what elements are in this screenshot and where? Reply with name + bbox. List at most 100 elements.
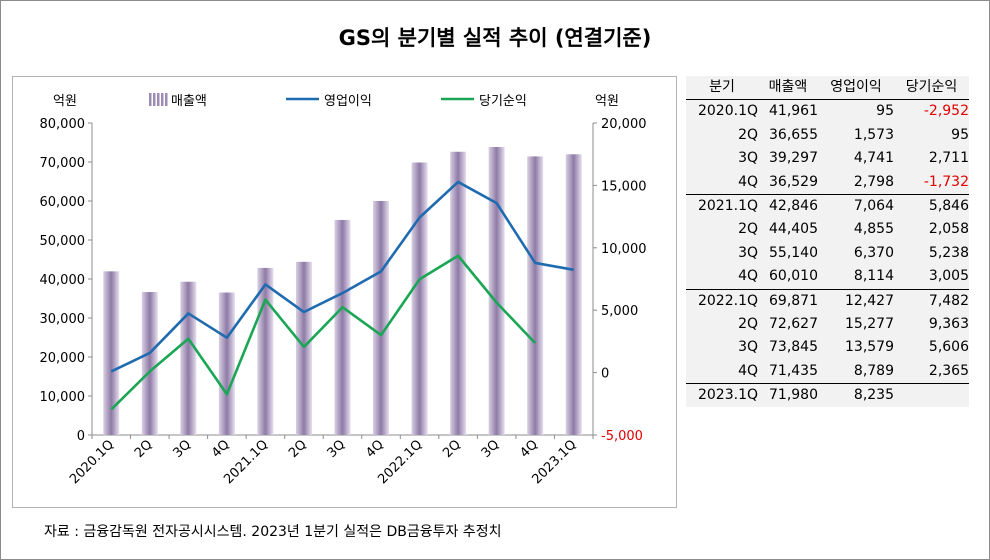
table-row: 2Q 72,627 15,277 9,363 (686, 312, 969, 337)
x-tick-label: 2Q (132, 437, 156, 461)
net-income-cell: 2,058 (928, 221, 969, 238)
sales-cell: 71,980 (769, 387, 818, 404)
sales-bar (141, 292, 158, 435)
table-header-cell: 매출액 (768, 79, 808, 95)
quarter-cell: 2Q (738, 315, 758, 332)
quarter-cell: 4Q (738, 268, 758, 285)
operating-profit-cell: 95 (876, 103, 894, 120)
operating-profit-cell: 1,573 (853, 126, 894, 143)
quarter-cell: 2Q (738, 126, 758, 143)
sales-bar (565, 154, 582, 435)
net-income-cell: 5,846 (928, 197, 969, 214)
right-tick-label: 20,000 (601, 117, 647, 132)
sales-cell: 42,846 (769, 197, 818, 214)
sales-cell: 36,655 (769, 126, 818, 143)
sales-cell: 39,297 (769, 150, 818, 167)
x-tick-label: 4Q (209, 437, 233, 461)
operating-profit-cell: 15,277 (845, 315, 894, 332)
left-tick-label: 70,000 (40, 156, 86, 171)
table-row: 2023.1Q 71,980 8,235 (686, 384, 969, 408)
table-row: 4Q 60,010 8,114 3,005 (686, 265, 969, 290)
left-tick-label: 80,000 (40, 117, 86, 132)
legend-label: 당기순익 (479, 94, 527, 109)
left-tick-label: 0 (77, 429, 85, 444)
legend-bar-swatch (161, 93, 164, 106)
left-tick-label: 60,000 (40, 195, 86, 210)
table-row: 2020.1Q 41,961 95 -2,952 (686, 100, 969, 124)
right-tick-label: 10,000 (601, 242, 647, 257)
table-row: 2Q 44,405 4,855 2,058 (686, 218, 969, 242)
net-income-cell (894, 384, 969, 407)
operating-profit-cell: 8,114 (853, 268, 894, 285)
right-axis-unit: 억원 (595, 94, 619, 109)
x-tick-label: 4Q (363, 437, 387, 461)
quarter-cell: 3Q (738, 244, 758, 261)
quarter-cell: 2Q (738, 221, 758, 238)
operating-profit-cell: 2,798 (853, 173, 894, 190)
table-header: 분기 매출액 영업이익 당기순익 (686, 76, 969, 101)
page-title: GS의 분기별 실적 추이 (연결기준) (338, 26, 652, 50)
right-tick-label: 0 (601, 367, 609, 382)
left-tick-label: 40,000 (40, 273, 86, 288)
table-row: 2Q 36,655 1,573 95 (686, 123, 969, 148)
table-header-cell: 분기 (709, 79, 735, 95)
right-tick-label: -5,000 (601, 429, 643, 444)
net-income-cell: 2,365 (928, 362, 969, 379)
sales-cell: 72,627 (769, 315, 818, 332)
table-header-cell: 영업이익 (830, 79, 882, 95)
left-axis-unit: 억원 (53, 94, 77, 109)
net-income-line (110, 254, 537, 411)
sales-bar (450, 151, 467, 435)
left-tick-label: 10,000 (40, 390, 86, 405)
sales-bar (488, 147, 505, 435)
operating-profit-cell: 8,789 (853, 362, 894, 379)
operating-profit-cell: 4,741 (853, 150, 894, 167)
net-income-cell: 5,606 (928, 339, 969, 356)
legend-label: 영업이익 (324, 94, 372, 109)
sales-bar (411, 162, 428, 435)
sales-cell: 69,871 (769, 292, 818, 309)
net-income-cell: 2,711 (928, 150, 969, 167)
sales-bar (180, 281, 197, 435)
legend-label: 매출액 (171, 94, 207, 109)
quarter-cell: 3Q (738, 150, 758, 167)
net-income-cell: 3,005 (928, 268, 969, 285)
chart-container: 0 10,000 20,000 30,000 40,000 50,000 60,000 70,… (12, 76, 677, 508)
table-row: 3Q 39,297 4,741 2,711 (686, 147, 969, 171)
quarter-cell: 3Q (738, 339, 758, 356)
operating-profit-cell: 13,579 (845, 339, 894, 356)
right-tick-label: 15,000 (601, 179, 647, 194)
table-row: 3Q 73,845 13,579 5,606 (686, 336, 969, 360)
net-income-cell: 9,363 (928, 315, 969, 332)
sales-cell: 55,140 (769, 244, 818, 261)
x-tick-label: 2Q (440, 437, 464, 461)
legend-bar-swatch (153, 93, 156, 106)
sales-bar (373, 200, 390, 435)
legend-bar-swatch (157, 93, 160, 106)
x-tick-label: 3Q (325, 437, 349, 461)
operating-profit-cell: 4,855 (853, 221, 894, 238)
sales-bar (527, 156, 544, 435)
table-row: 3Q 55,140 6,370 5,238 (686, 241, 969, 266)
sales-bar (295, 261, 312, 435)
net-income-cell: 5,238 (928, 244, 969, 261)
operating-profit-cell: 12,427 (845, 292, 894, 309)
quarter-cell: 4Q (738, 362, 758, 379)
right-tick-label: 5,000 (601, 304, 638, 319)
table-row: 4Q 36,529 2,798 -1,732 (686, 170, 969, 195)
quarter-cell: 2022.1Q (697, 292, 758, 309)
sales-cell: 73,845 (769, 339, 818, 356)
legend-bar-swatch (165, 93, 168, 106)
sales-cell: 60,010 (769, 268, 818, 285)
x-tick-label: 3Q (170, 437, 194, 461)
quarter-cell: 2021.1Q (697, 197, 758, 214)
combo-chart: 0 10,000 20,000 30,000 40,000 50,000 60,000 70,… (40, 93, 647, 487)
sales-cell: 36,529 (769, 173, 818, 190)
x-tick-label: 4Q (517, 437, 541, 461)
results-table: 분기 매출액 영업이익 당기순익 2020.1Q 41,961 95 -2,952 2Q 36,6… (686, 76, 969, 408)
sales-bar (103, 271, 120, 435)
x-tick-label: 2020.1Q (67, 437, 117, 487)
net-income-cell: 7,482 (928, 292, 969, 309)
operating-profit-cell: 6,370 (853, 244, 894, 261)
quarter-cell: 4Q (738, 173, 758, 190)
